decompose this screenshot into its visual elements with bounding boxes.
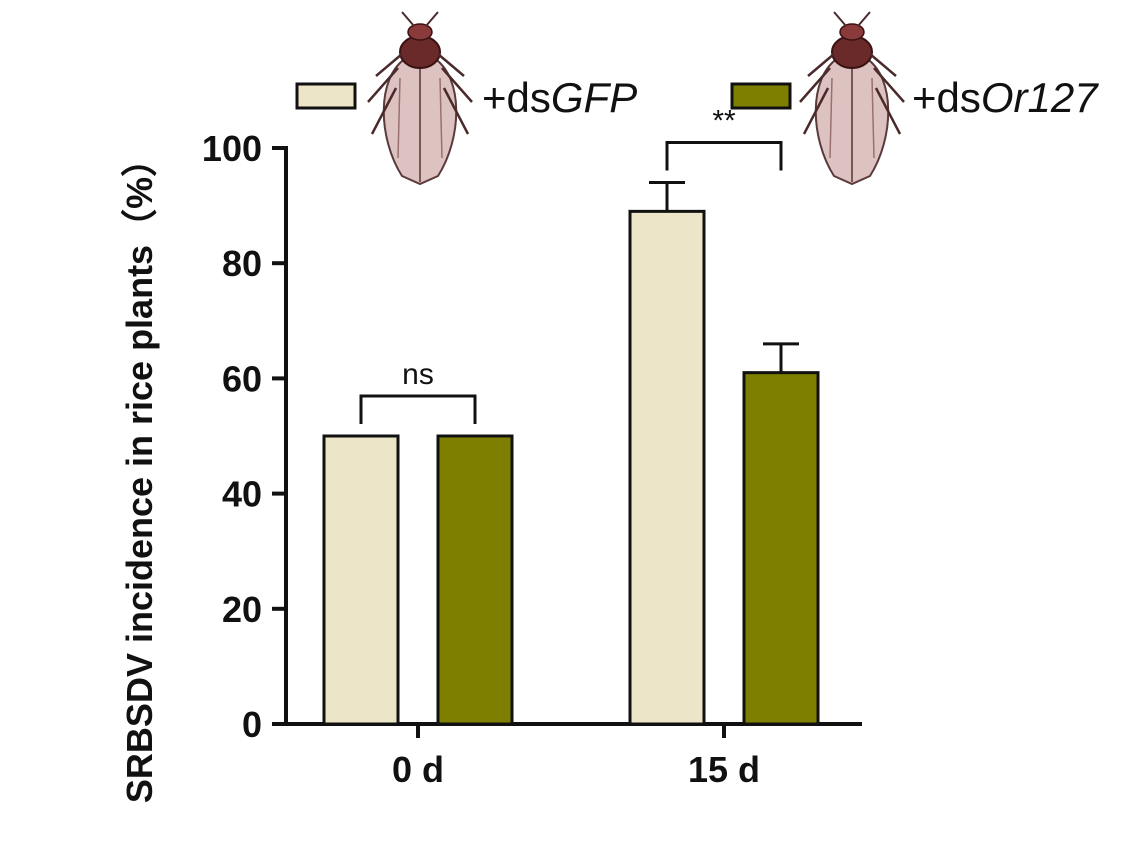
y-tick-label: 80 [222,243,262,284]
antenna [833,11,847,27]
legend-label: +dsGFP [482,74,637,121]
bar [322,434,400,726]
y-axis-title: SRBSDV incidence in rice plants（%） [119,141,160,803]
leg [370,87,398,135]
significance-bracket [665,141,783,171]
antenna [401,11,415,27]
leg [442,87,470,135]
significance-label: ** [712,105,736,138]
legend-swatch [295,82,357,110]
bar [628,209,706,726]
legend-item: +dsOr127 [730,11,1099,186]
x-category-label: 15 d [688,749,760,790]
significance-label: ns [402,358,434,391]
leg [874,87,902,135]
leg [441,67,473,103]
legend-item: +dsGFP [295,11,637,186]
y-tick-label: 20 [222,589,262,630]
leg [807,53,835,77]
bar [742,371,820,726]
antenna [425,11,439,27]
bars [322,181,820,726]
leg [802,87,830,135]
wing-vein [829,77,833,159]
antenna [857,11,871,27]
leg [367,67,399,103]
leg [873,67,905,103]
planthopper-icon [367,11,473,186]
wing-vein [871,77,875,159]
thorax [399,35,441,69]
y-tick-label: 40 [222,474,262,515]
x-category-label: 0 d [392,749,444,790]
wing-vein [439,77,443,159]
y-tick-label: 0 [242,704,262,745]
legend-swatch [730,82,792,110]
leg [799,67,831,103]
leg [437,53,465,77]
y-tick-label: 100 [202,128,262,169]
planthopper-icon [799,11,905,186]
leg [869,53,897,77]
bar [436,434,514,726]
thorax [831,35,873,69]
significance-bracket [359,394,477,424]
wing-vein [397,77,401,159]
leg [375,53,403,77]
head [407,23,433,41]
legend-label: +dsOr127 [912,74,1099,121]
y-tick-label: 60 [222,358,262,399]
annotations: ns ** [359,105,783,424]
head [839,23,865,41]
legend: +dsGFP +dsOr127 [295,11,1099,186]
